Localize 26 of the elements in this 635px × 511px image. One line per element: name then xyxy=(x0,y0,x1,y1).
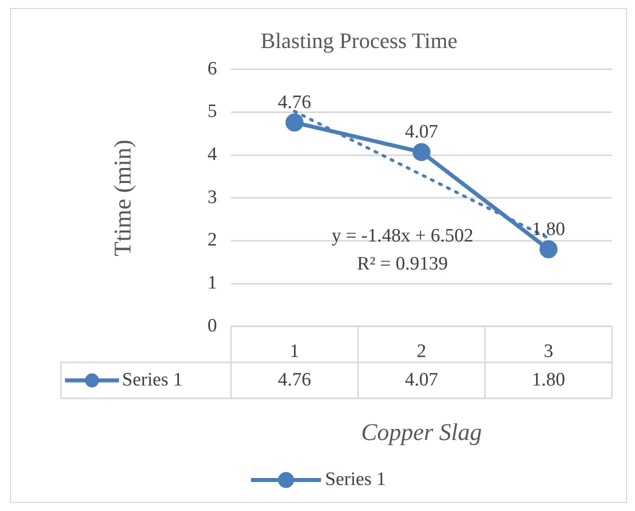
y-tick-label: 3 xyxy=(208,186,217,208)
y-tick-label: 5 xyxy=(208,101,217,122)
y-tick-label: 0 xyxy=(208,315,217,336)
y-axis-title: Ttime (min) xyxy=(110,140,137,256)
y-tick-label: 1 xyxy=(208,272,217,294)
point xyxy=(286,114,304,132)
y-tick-label: 6 xyxy=(208,58,217,80)
text: 4.76 xyxy=(278,92,312,113)
data-label: 4.07 xyxy=(404,369,438,390)
chart-title: Blasting Process Time xyxy=(260,28,458,53)
point xyxy=(412,143,430,162)
y-tick-label: 2 xyxy=(208,230,217,251)
data-label: 4.76 xyxy=(278,369,312,390)
text: 1.80 xyxy=(532,218,566,240)
text: Series 1 xyxy=(325,469,386,490)
text: 4.07 xyxy=(404,122,438,143)
data-label: 1.80 xyxy=(532,369,566,390)
point xyxy=(540,240,558,258)
legend-label: Series 1 xyxy=(122,369,183,390)
annotation: y = -1.48x + 6.502 xyxy=(332,225,474,246)
x-tick-label: 1 xyxy=(290,340,300,362)
x-axis-title: Copper Slag xyxy=(361,420,482,446)
annotation: R² = 0.9139 xyxy=(357,253,448,274)
x-tick-label: 3 xyxy=(544,340,554,362)
x-tick-label: 2 xyxy=(416,340,426,362)
y-tick-label: 4 xyxy=(208,144,218,166)
